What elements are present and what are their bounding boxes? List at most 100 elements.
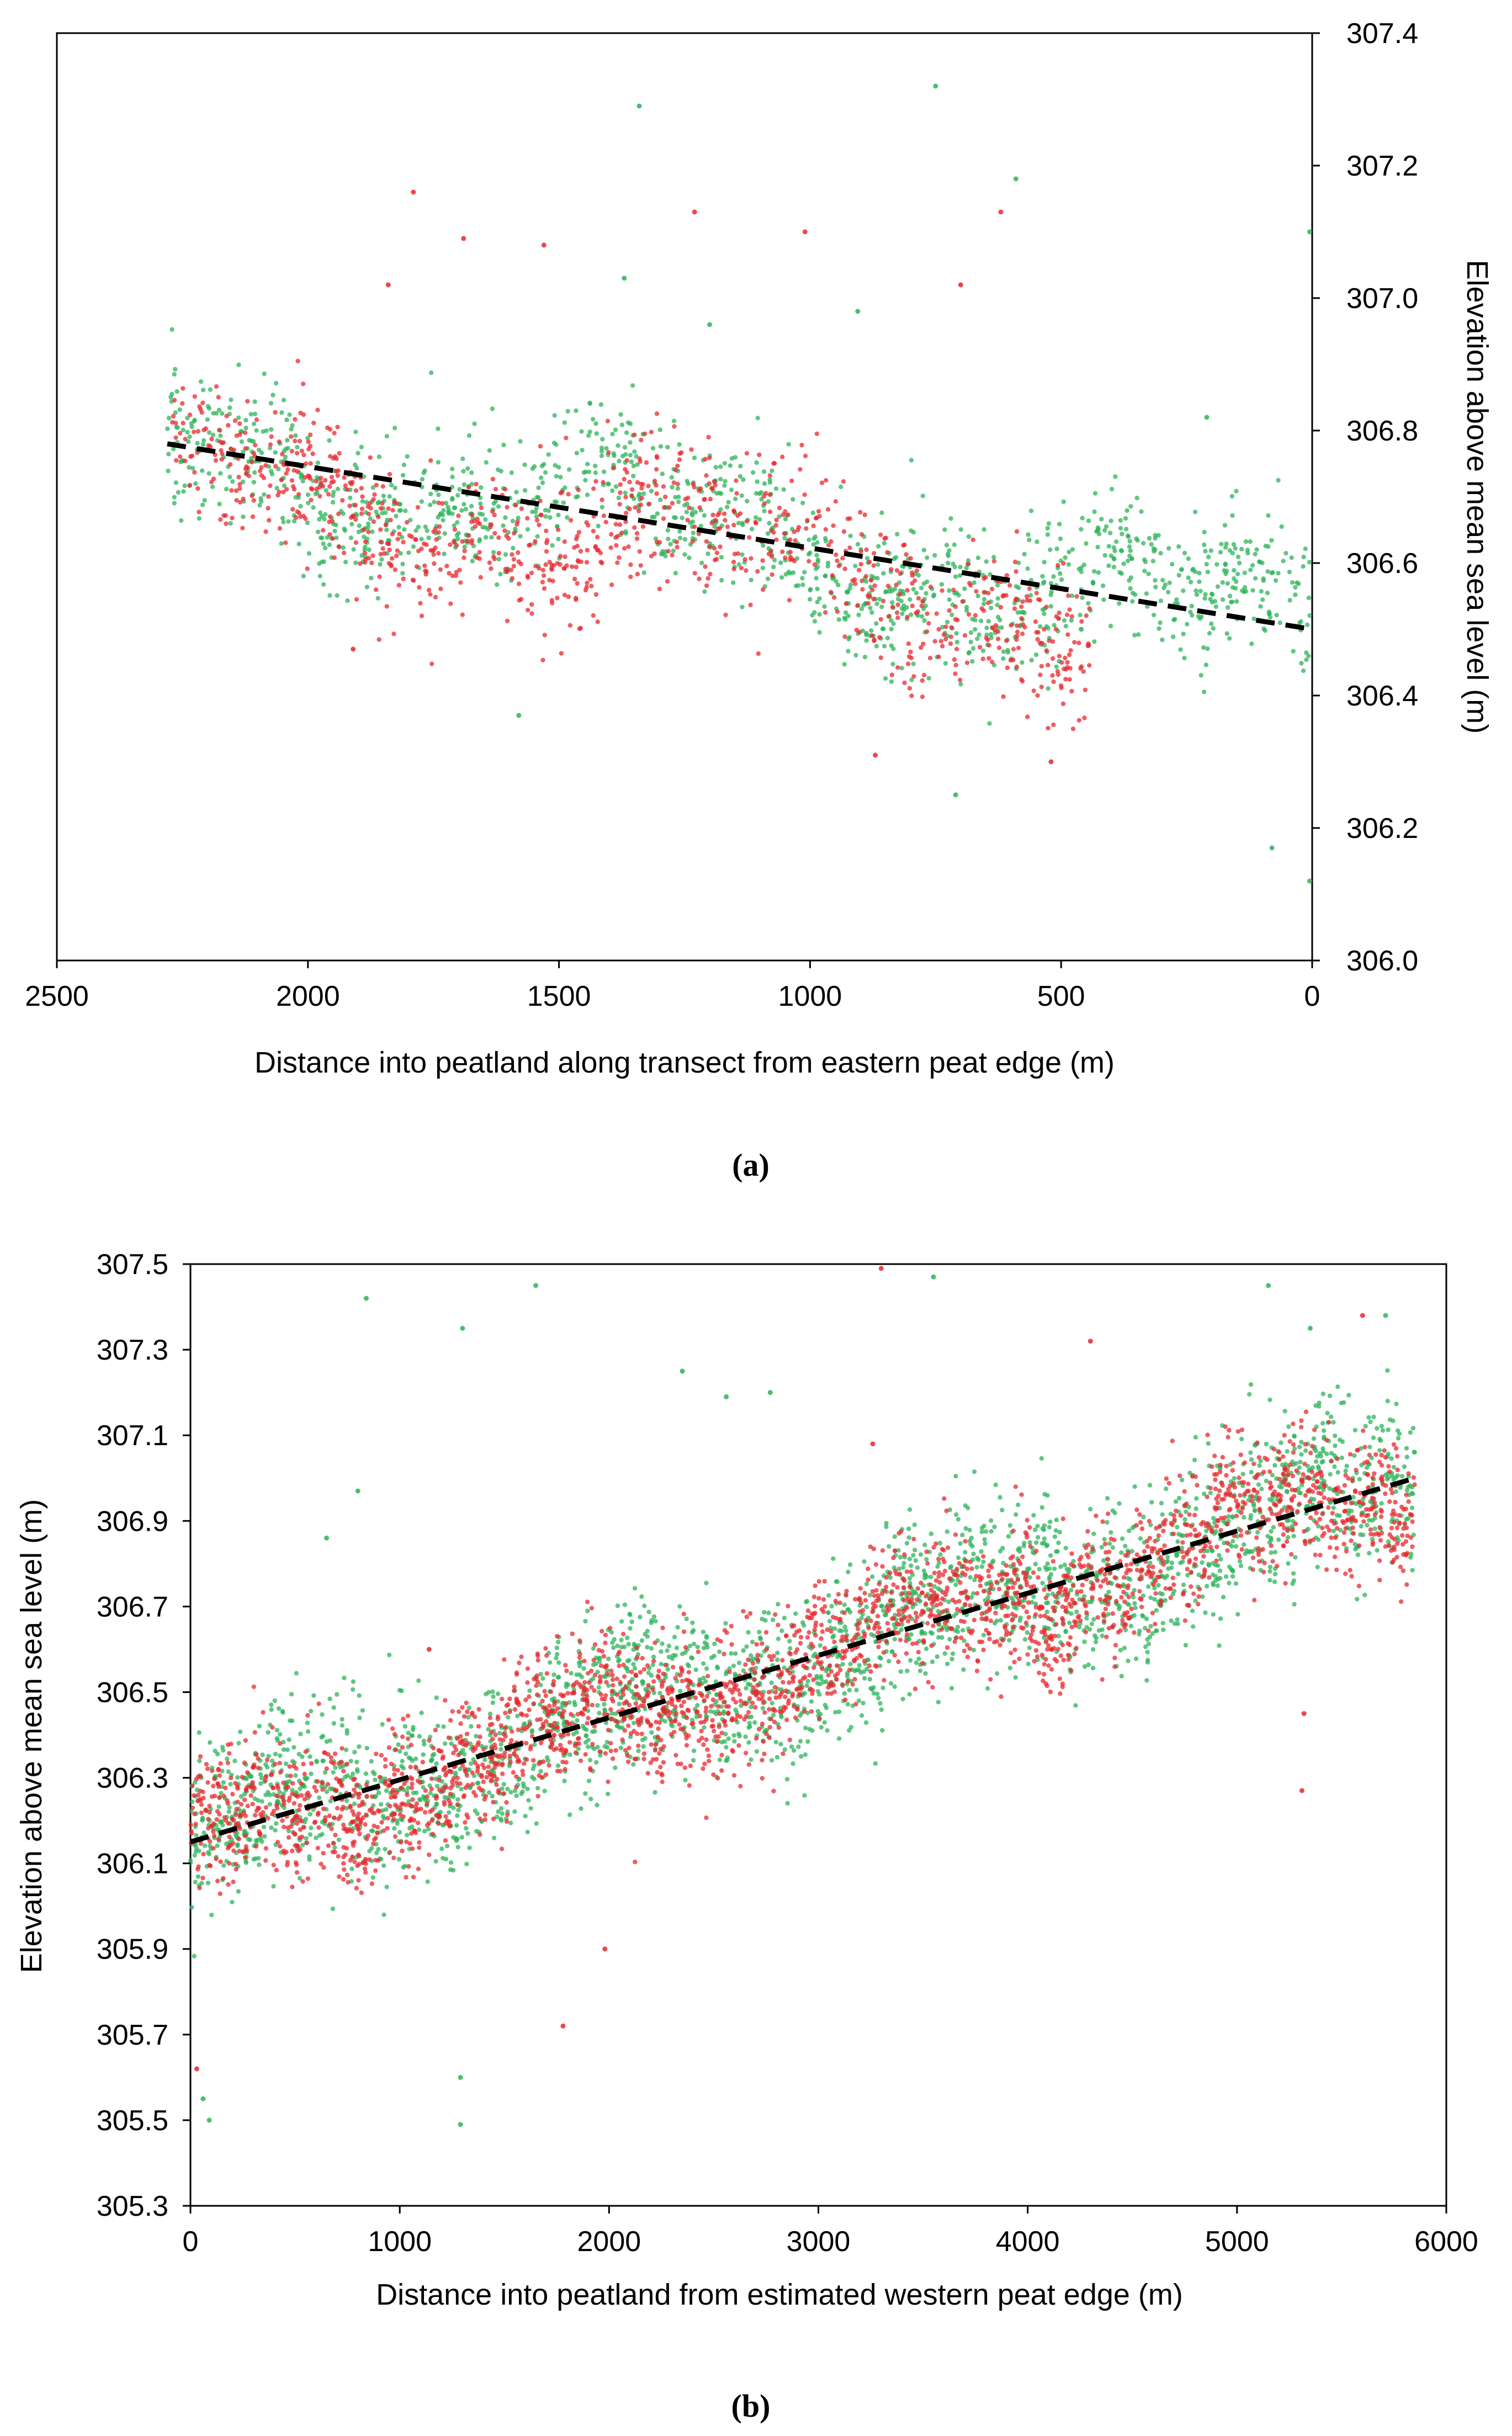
chart-a-red-point (920, 694, 925, 699)
chart-a-green-point (450, 511, 455, 516)
chart-a-red-point (566, 594, 571, 599)
chart-a-green-point (1232, 576, 1237, 581)
chart-a-green-point (970, 646, 976, 651)
chart-a-red-point (380, 546, 385, 551)
chart-a-green-point (331, 490, 336, 495)
chart-b-green-point (490, 1793, 495, 1799)
chart-b-green-point (1349, 1509, 1354, 1514)
chart-a-green-point (868, 606, 873, 611)
chart-a-green-point (1205, 569, 1211, 575)
chart-a-red-point (311, 421, 316, 426)
chart-a-green-point (341, 511, 346, 516)
chart-a-green-point (975, 593, 980, 598)
chart-b-green-point (1290, 1581, 1295, 1586)
chart-a-red-point (692, 524, 697, 529)
chart-b-green-point (1331, 1529, 1336, 1533)
chart-a-red-point (1020, 678, 1025, 684)
chart-b-green-point (1005, 1580, 1011, 1585)
chart-a-red-point (431, 552, 436, 557)
chart-b-green-point (309, 1771, 314, 1776)
chart-a-red-point (1012, 606, 1017, 611)
chart-a-green-point (1198, 673, 1203, 678)
chart-a-red-point (623, 511, 629, 516)
chart-a-red-point (770, 572, 774, 577)
chart-b-green-point (983, 1541, 988, 1546)
chart-a-red-point (181, 386, 185, 391)
chart-a-green-point (1305, 622, 1310, 628)
chart-a-green-point (1096, 532, 1102, 537)
chart-b-green-point (1299, 1440, 1304, 1445)
chart-b-green-point (194, 1833, 199, 1838)
chart-b-green-point (830, 1634, 835, 1640)
chart-b-green-point (581, 1666, 586, 1671)
chart-b-green-point (1179, 1545, 1185, 1551)
chart-a-green-point (1096, 527, 1101, 532)
chart-a-red-point (277, 439, 282, 444)
chart-a-red-point (858, 510, 863, 515)
chart-a-red-point (717, 526, 723, 531)
chart-a-green-point (1106, 563, 1111, 569)
chart-a-green-point (890, 661, 895, 667)
chart-a-green-point (359, 444, 364, 449)
chart-a-green-point (538, 475, 544, 480)
chart-b-green-point (508, 1790, 513, 1795)
chart-b-green-point (580, 1723, 586, 1729)
chart-a-red-point (757, 452, 762, 458)
chart-a-red-point (671, 480, 676, 485)
chart-a-green-point (200, 468, 205, 473)
chart-a-green-point (1214, 562, 1219, 567)
chart-a-green-point (684, 510, 689, 514)
chart-b-green-point (407, 1825, 412, 1831)
chart-b-green-point (297, 1876, 303, 1881)
chart-b-green-point (940, 1635, 945, 1640)
chart-a-red-point (948, 634, 953, 639)
chart-a-red-point (831, 595, 837, 600)
chart-a-red-point (674, 539, 680, 545)
chart-b-green-point (917, 1594, 922, 1599)
chart-a-green-point (580, 448, 585, 453)
chart-a-green-point (182, 483, 187, 489)
chart-a-red-point (466, 485, 471, 490)
chart-a-green-point (881, 571, 886, 576)
chart-b-green-point (1379, 1501, 1384, 1506)
chart-a-red-point (332, 431, 337, 436)
chart-a-red-point (268, 442, 273, 447)
chart-a-red-point (1036, 630, 1041, 635)
chart-b-green-point (666, 1643, 672, 1648)
chart-b-green-point (464, 1825, 469, 1831)
chart-b-green-point (835, 1579, 840, 1584)
chart-b-green-point (272, 1698, 277, 1703)
chart-a-red-point (657, 586, 662, 592)
chart-b-green-point (583, 1733, 589, 1738)
chart-a-green-point (463, 507, 468, 512)
chart-a-green-point (1018, 610, 1023, 615)
chart-b-green-point (1313, 1459, 1319, 1464)
chart-a-green-point (943, 661, 948, 666)
chart-b-green-point (339, 1723, 344, 1728)
chart-b-green-point (396, 1856, 402, 1862)
chart-a-red-point (329, 475, 335, 480)
chart-a-red-point (575, 558, 581, 563)
chart-a-red-point (374, 482, 379, 487)
chart-a-green-point (1250, 562, 1255, 568)
chart-b-green-point (1402, 1464, 1407, 1469)
chart-a-green-point (1092, 639, 1097, 644)
chart-a-green-point (299, 475, 304, 480)
chart-a-green-point (442, 551, 447, 556)
chart-a-green-point (241, 514, 246, 519)
chart-a-green-point (766, 499, 771, 504)
chart-b-green-point (967, 1527, 972, 1532)
chart-a-green-point (800, 576, 805, 581)
chart-b-green-point (1389, 1456, 1394, 1461)
chart-a-green-point (509, 470, 514, 475)
chart-a-red-point (812, 562, 818, 567)
chart-a-red-point (1025, 594, 1030, 599)
chart-a-red-point (301, 513, 306, 518)
chart-b-green-point (242, 1829, 247, 1834)
chart-b-green-point (900, 1696, 905, 1702)
chart-a-green-point (836, 617, 842, 622)
chart-b-green-point (1316, 1524, 1321, 1529)
chart-a-red-point (358, 561, 363, 566)
chart-b-green-point (829, 1604, 834, 1609)
chart-b-green-point (602, 1744, 608, 1749)
